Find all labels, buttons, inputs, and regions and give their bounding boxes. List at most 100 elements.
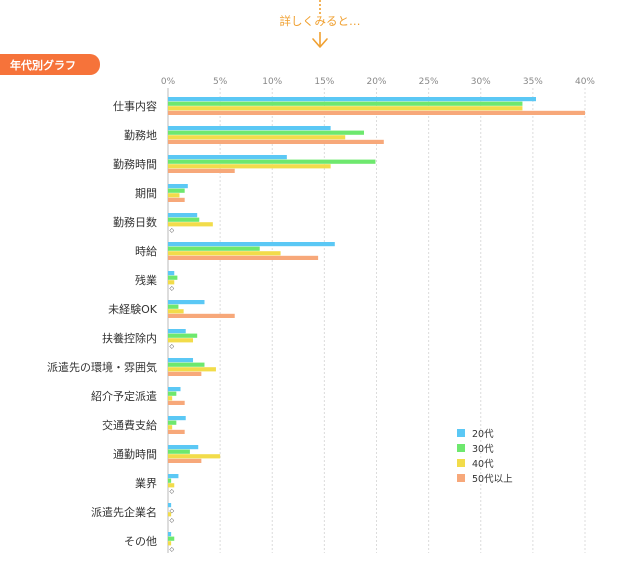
bar (168, 449, 190, 454)
x-tick-label: 35% (523, 77, 543, 87)
bar (168, 416, 186, 421)
bar (168, 400, 185, 405)
bar (168, 130, 364, 135)
zero-marker: ◇ (170, 508, 175, 515)
bar (168, 333, 198, 338)
bar (168, 367, 216, 372)
bar (168, 396, 173, 401)
legend-label: 40代 (472, 459, 494, 470)
bar (168, 458, 202, 463)
bar (168, 135, 346, 140)
bar (168, 217, 200, 222)
bar (168, 271, 175, 276)
bar (168, 483, 175, 488)
x-tick-label: 30% (471, 77, 491, 87)
bar (168, 164, 331, 169)
bar (168, 222, 213, 227)
category-label: 勤務日数 (113, 215, 157, 229)
category-label: 派遣先企業名 (91, 505, 157, 519)
bar (168, 371, 202, 376)
x-tick-label: 10% (262, 77, 282, 87)
category-label: 期間 (135, 187, 157, 200)
category-label: 仕事内容 (113, 99, 157, 113)
bar (168, 280, 175, 285)
bar (168, 425, 173, 430)
category-label: 業界 (135, 477, 157, 490)
bar (168, 197, 185, 202)
bar (168, 106, 523, 111)
bar (168, 358, 194, 363)
intro-text: 詳しくみると… (280, 14, 361, 28)
x-tick-label: 0% (161, 77, 176, 87)
x-tick-label: 15% (314, 77, 334, 87)
bar (168, 155, 287, 160)
bar (168, 391, 177, 396)
x-tick-label: 5% (213, 77, 228, 87)
bar (168, 242, 335, 247)
zero-marker: ◇ (170, 546, 175, 553)
bar (168, 275, 178, 280)
bar (168, 246, 260, 251)
category-label: 未経験OK (108, 302, 158, 316)
bar (168, 329, 186, 334)
bar (168, 213, 198, 218)
badge-label: 年代別グラフ (10, 58, 76, 72)
legend-swatch (457, 444, 465, 452)
category-label: 扶養控除内 (102, 331, 157, 345)
zero-marker: ◇ (170, 227, 175, 234)
bar (168, 255, 319, 260)
bar (168, 188, 185, 193)
zero-marker: ◇ (170, 285, 175, 292)
legend-label: 30代 (472, 444, 494, 455)
bar (168, 97, 537, 102)
bar (168, 532, 172, 537)
age-group-badge: 年代別グラフ (0, 54, 100, 75)
category-label: 勤務地 (124, 128, 157, 142)
bar (168, 193, 180, 198)
bar (168, 503, 172, 508)
category-label: 交通費支給 (102, 418, 157, 432)
bar (168, 474, 179, 479)
x-tick-label: 40% (575, 77, 595, 87)
bar (168, 309, 184, 314)
x-tick-label: 25% (419, 77, 439, 87)
bar (168, 362, 205, 367)
bar (168, 338, 194, 343)
bars: ◇ ◇ ◇ ◇ ◇ ◇ ◇ (168, 97, 585, 553)
legend: 20代 30代 40代 50代以上 (457, 429, 513, 485)
category-label: 勤務時間 (113, 157, 157, 171)
zero-marker: ◇ (170, 343, 175, 350)
bar (168, 429, 185, 434)
bar (168, 168, 235, 173)
category-label: 紹介予定派遣 (91, 389, 157, 403)
bar (168, 110, 585, 115)
bar (168, 454, 221, 459)
bar (168, 445, 199, 450)
bar (168, 126, 331, 131)
bar (168, 300, 205, 305)
category-label: 派遣先の環境・雰囲気 (47, 360, 157, 374)
bar (168, 159, 376, 164)
zero-marker: ◇ (170, 517, 175, 524)
legend-label: 50代以上 (472, 474, 513, 485)
down-arrow-icon (312, 0, 328, 48)
bar (168, 387, 181, 392)
x-axis-ticks: 0% 5% 10% 15% 20% 25% 30% 35% 40% (161, 77, 596, 87)
category-label: 通勤時間 (113, 448, 157, 461)
bar (168, 420, 177, 425)
legend-swatch (457, 429, 465, 437)
zero-marker: ◇ (170, 488, 175, 495)
bar (168, 184, 188, 189)
category-label: 時給 (135, 244, 157, 258)
category-label: 残業 (135, 273, 157, 287)
legend-swatch (457, 459, 465, 467)
bar (168, 101, 523, 106)
category-label: その他 (124, 535, 157, 548)
bar (168, 139, 384, 144)
bar (168, 478, 172, 483)
x-tick-label: 20% (366, 77, 386, 87)
bar (168, 251, 281, 256)
bar (168, 536, 175, 541)
